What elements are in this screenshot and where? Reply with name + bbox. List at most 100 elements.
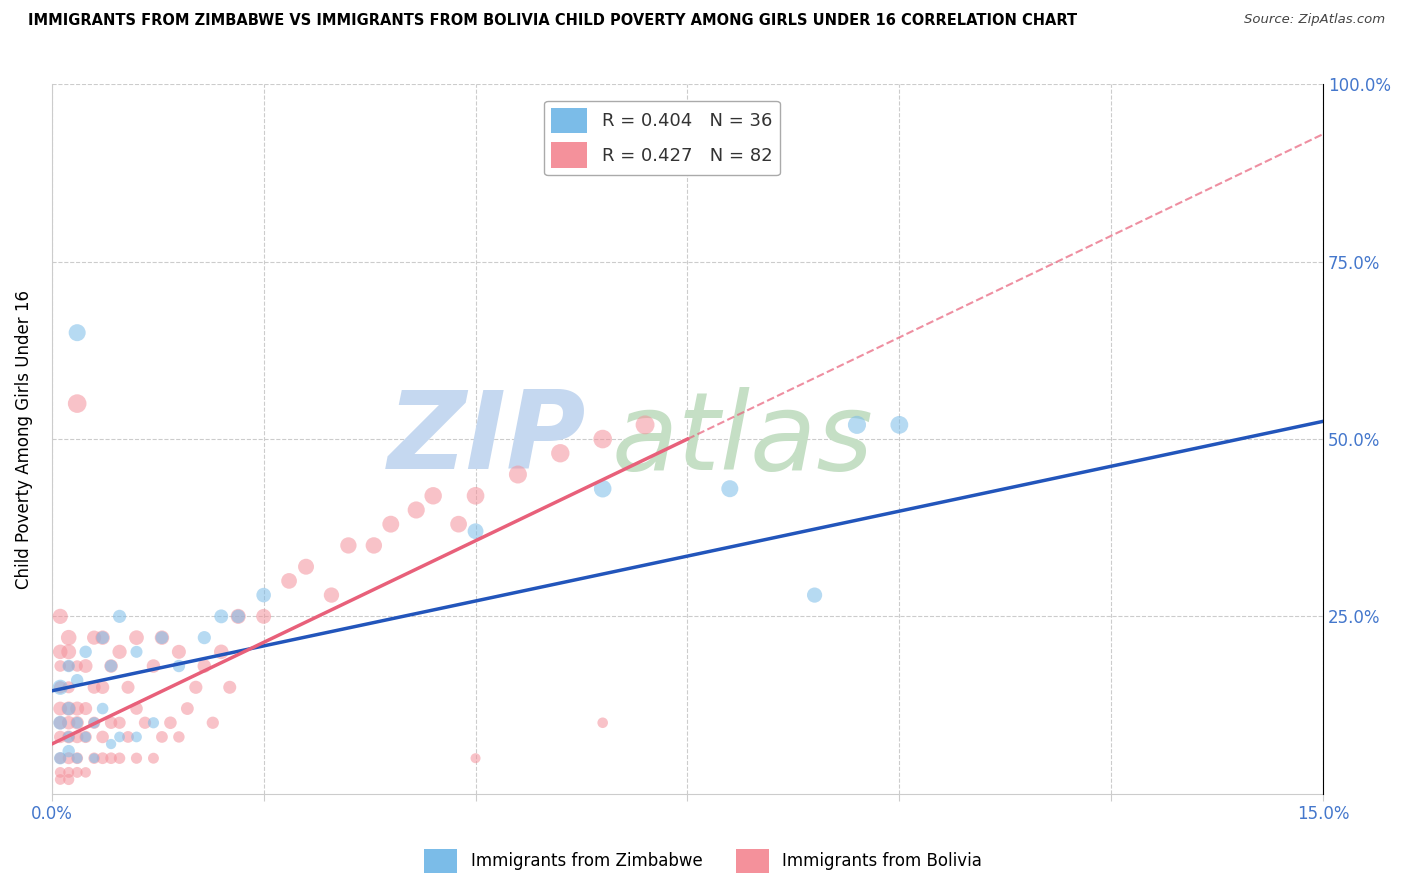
Point (66, 326, 89, 340)
Point (193, 631, 215, 645)
Point (422, 489, 444, 503)
Point (58, 631, 80, 645)
Point (142, 715, 165, 730)
Point (49, 751, 72, 765)
Point (66, 765, 89, 780)
Point (226, 609, 249, 624)
Point (142, 751, 165, 765)
Point (75, 659, 97, 673)
Point (295, 559, 318, 574)
Point (66, 751, 89, 765)
Point (83, 681, 105, 695)
Point (108, 609, 131, 624)
Point (108, 751, 131, 765)
Point (846, 417, 869, 432)
Point (49, 701, 72, 715)
Point (209, 609, 232, 624)
Point (75, 645, 97, 659)
Point (218, 681, 240, 695)
Text: IMMIGRANTS FROM ZIMBABWE VS IMMIGRANTS FROM BOLIVIA CHILD POVERTY AMONG GIRLS UN: IMMIGRANTS FROM ZIMBABWE VS IMMIGRANTS F… (28, 13, 1077, 29)
Point (167, 730, 190, 744)
Point (58, 715, 80, 730)
Point (634, 417, 657, 432)
Point (100, 737, 122, 751)
Point (91, 681, 114, 695)
Point (49, 681, 72, 695)
Point (193, 659, 215, 673)
Point (167, 659, 190, 673)
Point (49, 609, 72, 624)
Point (337, 538, 360, 552)
Point (117, 681, 139, 695)
Point (66, 701, 89, 715)
Point (83, 715, 105, 730)
Point (83, 715, 105, 730)
Point (889, 417, 911, 432)
Point (209, 645, 232, 659)
Point (464, 489, 486, 503)
Point (100, 751, 122, 765)
Point (253, 588, 276, 602)
Point (803, 588, 825, 602)
Point (405, 503, 427, 517)
Point (550, 446, 572, 460)
Point (83, 631, 105, 645)
Point (49, 730, 72, 744)
Point (83, 751, 105, 765)
Point (58, 701, 80, 715)
Point (363, 538, 385, 552)
Point (91, 730, 114, 744)
Point (49, 715, 72, 730)
Point (108, 645, 131, 659)
Point (167, 645, 190, 659)
Point (49, 715, 72, 730)
Point (125, 701, 148, 715)
Point (125, 631, 148, 645)
Point (66, 751, 89, 765)
Point (58, 659, 80, 673)
Point (75, 701, 97, 715)
Point (49, 645, 72, 659)
Point (58, 701, 80, 715)
Point (176, 701, 198, 715)
Point (464, 751, 486, 765)
Point (150, 631, 173, 645)
Point (83, 751, 105, 765)
Point (66, 730, 89, 744)
Point (75, 765, 97, 780)
Point (91, 631, 114, 645)
Point (100, 715, 122, 730)
Point (100, 659, 122, 673)
Point (91, 631, 114, 645)
Point (58, 645, 80, 659)
Point (66, 673, 89, 688)
Point (91, 701, 114, 715)
Point (464, 524, 486, 539)
Point (150, 631, 173, 645)
Point (278, 574, 301, 588)
Point (125, 645, 148, 659)
Text: Source: ZipAtlas.com: Source: ZipAtlas.com (1244, 13, 1385, 27)
Point (117, 730, 139, 744)
Point (125, 730, 148, 744)
Point (58, 772, 80, 787)
Point (49, 772, 72, 787)
Point (253, 609, 276, 624)
Point (100, 659, 122, 673)
Legend: R = 0.404   N = 36, R = 0.427   N = 82: R = 0.404 N = 36, R = 0.427 N = 82 (544, 101, 779, 175)
Point (142, 659, 165, 673)
Point (49, 751, 72, 765)
Point (592, 482, 614, 496)
Point (718, 482, 741, 496)
Point (49, 765, 72, 780)
Point (380, 517, 402, 532)
Point (66, 659, 89, 673)
Point (58, 751, 80, 765)
Text: atlas: atlas (612, 386, 873, 491)
Y-axis label: Child Poverty Among Girls Under 16: Child Poverty Among Girls Under 16 (15, 290, 32, 589)
Point (150, 730, 173, 744)
Point (125, 751, 148, 765)
Point (66, 396, 89, 410)
Point (66, 715, 89, 730)
Point (49, 659, 72, 673)
